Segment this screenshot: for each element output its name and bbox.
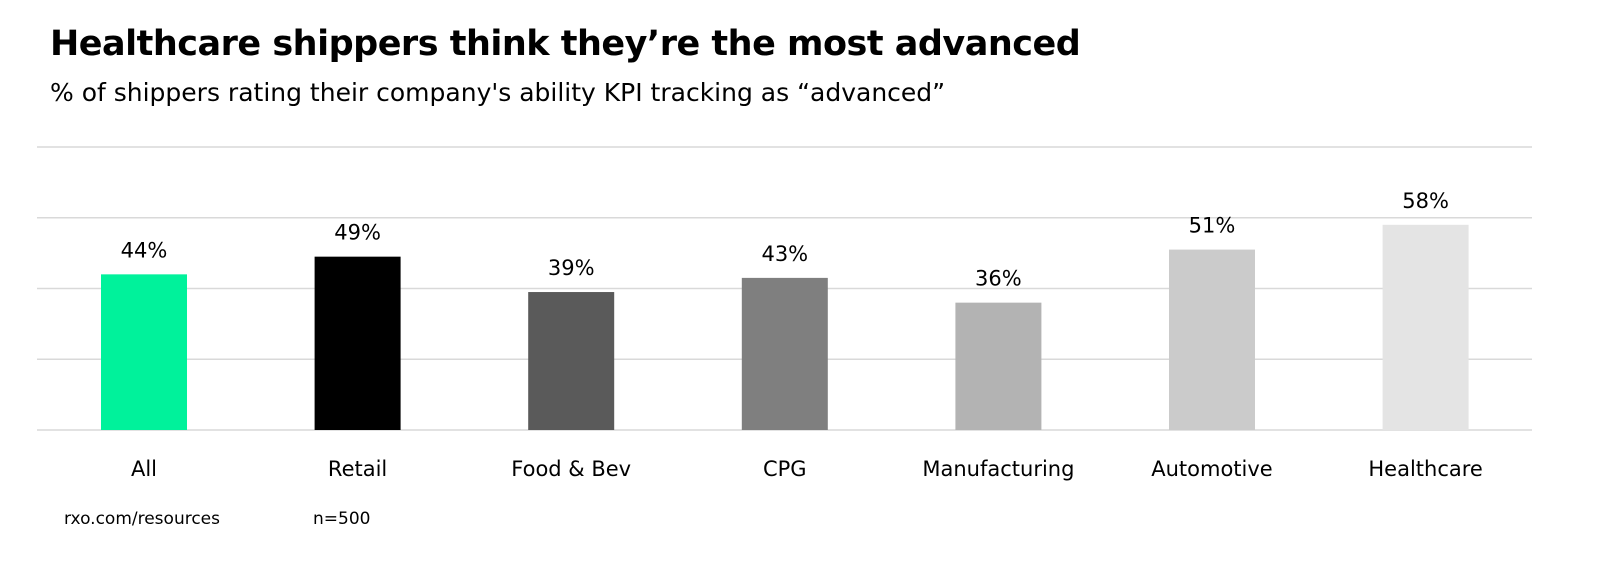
x-tick-label: CPG <box>763 457 807 481</box>
x-tick-label: Healthcare <box>1368 457 1482 481</box>
bar <box>1382 224 1469 430</box>
source-note: rxo.com/resources <box>64 509 220 529</box>
chart-subtitle: % of shippers rating their company's abi… <box>50 78 946 107</box>
bar <box>314 256 401 430</box>
chart-title: Healthcare shippers think they’re the mo… <box>50 24 1081 64</box>
bar <box>1169 249 1255 430</box>
bar <box>528 292 615 430</box>
bar <box>101 274 187 430</box>
bar <box>741 277 828 430</box>
bar <box>955 302 1042 430</box>
x-tick-label: Retail <box>328 457 387 481</box>
data-label: 36% <box>975 267 1022 291</box>
data-label: 49% <box>334 221 381 245</box>
data-label: 51% <box>1189 214 1236 238</box>
data-label: 58% <box>1402 189 1449 213</box>
sample-size-note: n=500 <box>313 509 371 529</box>
x-tick-label: Automotive <box>1151 457 1272 481</box>
data-label: 43% <box>761 242 808 266</box>
x-tick-label: Food & Bev <box>511 457 631 481</box>
data-label: 44% <box>121 238 168 262</box>
x-tick-label: Manufacturing <box>922 457 1074 481</box>
x-tick-label: All <box>131 457 157 481</box>
data-label: 39% <box>548 256 595 280</box>
